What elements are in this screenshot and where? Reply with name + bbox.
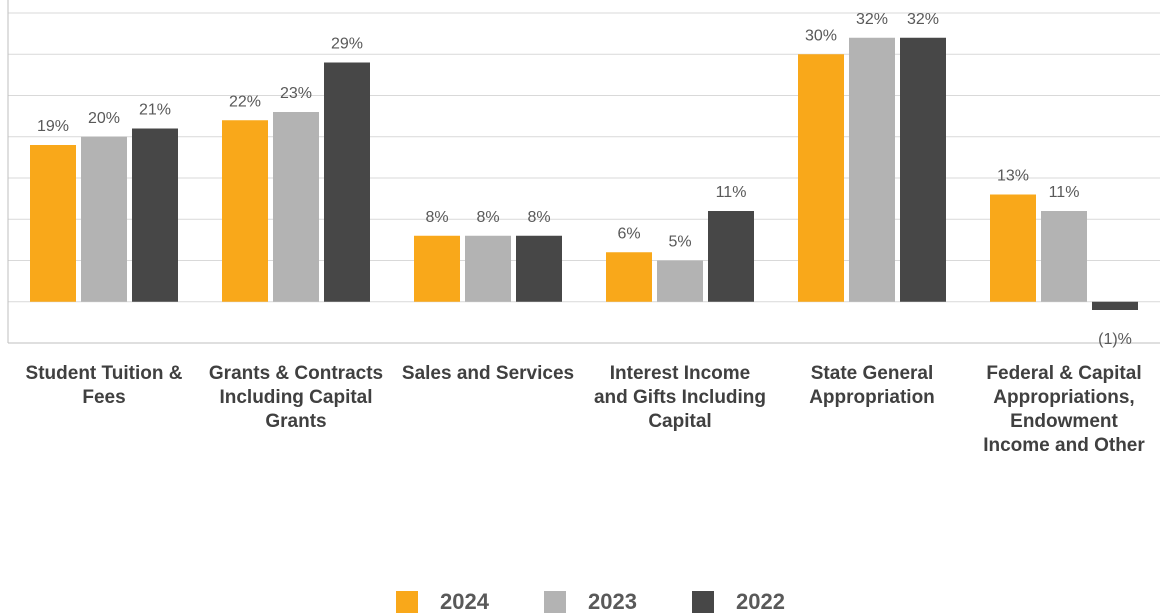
- data-label: 11%: [716, 184, 747, 201]
- bar: [516, 235, 562, 302]
- legend-swatch: [544, 591, 566, 613]
- bar: [606, 252, 652, 302]
- bar: [222, 120, 268, 302]
- bar: [465, 235, 511, 302]
- data-label: 8%: [425, 209, 448, 226]
- data-label: 23%: [280, 85, 312, 102]
- bar: [30, 145, 76, 302]
- data-label: 19%: [37, 118, 69, 135]
- bar: [798, 54, 844, 302]
- data-label: 29%: [331, 36, 363, 53]
- bar: [414, 235, 460, 302]
- bar: [849, 37, 895, 302]
- data-label: 20%: [88, 110, 120, 127]
- data-label: 32%: [856, 11, 888, 28]
- data-label: 6%: [617, 225, 640, 242]
- data-label: 30%: [805, 27, 837, 44]
- x-tick-label: Sales and Services: [401, 363, 575, 384]
- data-label: 11%: [1049, 184, 1080, 201]
- bar: [81, 136, 127, 302]
- data-label: 8%: [476, 209, 499, 226]
- legend-label: 2022: [736, 589, 785, 614]
- bar: [324, 62, 370, 302]
- legend-swatch: [692, 591, 714, 613]
- bar: [990, 194, 1036, 302]
- x-tick-label: Interest Income and Gifts Including Capi…: [593, 363, 767, 432]
- bar: [1092, 301, 1138, 310]
- data-label: 21%: [139, 102, 171, 119]
- data-label: 22%: [229, 93, 261, 110]
- bar: [900, 37, 946, 302]
- x-tick-label: Grants & Contracts Including Capital Gra…: [208, 363, 384, 432]
- data-label: 32%: [907, 11, 939, 28]
- data-label: 5%: [668, 234, 691, 251]
- data-label: 8%: [527, 209, 550, 226]
- x-tick-label: State General Appropriation: [809, 363, 935, 408]
- x-tick-label: Student Tuition & Fees: [25, 363, 183, 408]
- legend-swatch: [396, 591, 418, 613]
- bar: [132, 128, 178, 302]
- data-label: 13%: [997, 168, 1029, 185]
- bar: [708, 211, 754, 302]
- bar: [657, 260, 703, 302]
- x-tick-label: Federal & Capital Appropriations, Endowm…: [983, 363, 1145, 456]
- data-label: (1)%: [1098, 331, 1132, 348]
- bar: [273, 112, 319, 302]
- legend-label: 2024: [440, 589, 490, 614]
- legend-label: 2023: [588, 589, 637, 614]
- bar: [1041, 211, 1087, 302]
